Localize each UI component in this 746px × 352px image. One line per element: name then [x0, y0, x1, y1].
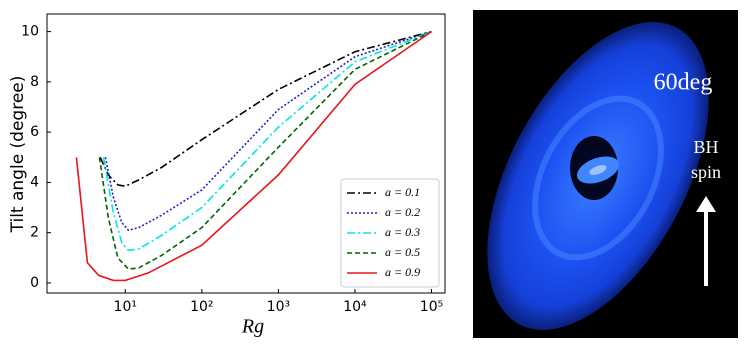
legend-label: a = 0.9 — [385, 265, 420, 279]
y-tick-label: 6 — [30, 124, 39, 140]
series-line — [75, 30, 432, 282]
legend-label: a = 0.1 — [385, 185, 420, 199]
spin-arrowhead — [696, 196, 716, 212]
series-line — [99, 30, 432, 188]
series-line — [104, 30, 432, 232]
y-tick-label: 10 — [21, 24, 39, 40]
x-tick-label: 10² — [190, 299, 213, 315]
x-tick-label: 10⁴ — [343, 299, 367, 315]
x-tick-label: 10¹ — [114, 299, 137, 315]
x-tick-label: 10³ — [267, 299, 290, 315]
series-line — [102, 30, 432, 252]
y-tick-label: 8 — [30, 74, 39, 90]
legend-box — [340, 178, 440, 288]
y-tick-label: 0 — [30, 275, 39, 291]
plot-frame — [46, 13, 446, 294]
inner-core — [589, 165, 607, 175]
x-axis-label: Rg — [241, 316, 264, 338]
legend-label: a = 0.3 — [385, 225, 420, 239]
y-axis-label: Tilt angle (degree) — [8, 76, 28, 234]
legend-label: a = 0.5 — [385, 245, 420, 259]
spin-label: BH — [693, 137, 718, 157]
simulation-image: 60deg BH spin — [473, 10, 738, 338]
legend-label: a = 0.2 — [385, 205, 420, 219]
angle-label: 60deg — [654, 70, 713, 96]
y-tick-label: 2 — [30, 225, 39, 241]
spin-label: spin — [691, 162, 721, 182]
series-line — [98, 30, 432, 270]
y-tick-label: 4 — [30, 174, 39, 190]
disk-ring — [532, 95, 664, 261]
x-tick-label: 10⁵ — [420, 299, 443, 315]
